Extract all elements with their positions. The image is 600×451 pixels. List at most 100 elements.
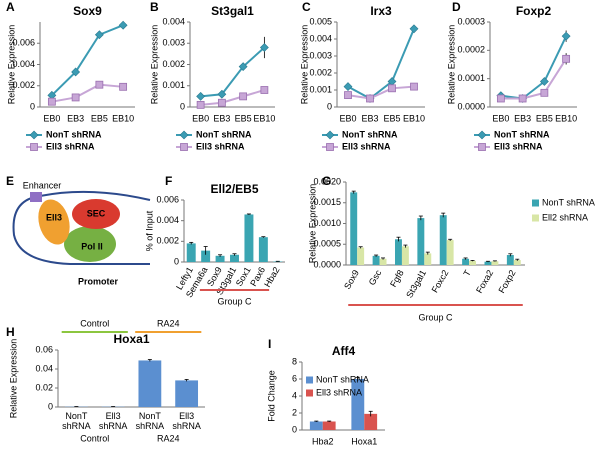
- x-tick-label: St3gal1: [404, 268, 428, 299]
- marker: [179, 130, 189, 140]
- x-tick-label: Hoxa1: [351, 436, 377, 446]
- bar: [364, 413, 378, 430]
- y-tick-label: 0.0003: [457, 16, 485, 26]
- legend-label: NonT shRNA: [316, 374, 369, 384]
- chart-title: Aff4: [332, 344, 356, 358]
- panel-letter: I: [268, 337, 271, 351]
- y-axis-label: % of Input: [144, 210, 154, 251]
- y-tick-label: 0: [180, 101, 185, 111]
- label: Ell3: [46, 212, 62, 222]
- dna: [12, 195, 150, 265]
- panel-letter: H: [6, 325, 15, 339]
- bar: [424, 253, 432, 265]
- marker: [217, 98, 226, 107]
- legend-label: NonT shRNA: [342, 129, 398, 139]
- enhancer-box: [30, 192, 42, 202]
- y-tick-label: 0.0000: [313, 259, 341, 269]
- chart-title: St3gal1: [211, 4, 254, 18]
- label: Promoter: [78, 276, 119, 286]
- y-tick-label: 2: [292, 407, 297, 417]
- y-axis-label: Relative Expression: [149, 25, 159, 105]
- y-tick-label: 0.002: [156, 236, 179, 246]
- bar: [469, 260, 476, 265]
- group-label: Group C: [217, 296, 252, 306]
- marker: [47, 97, 56, 106]
- bar: [215, 255, 225, 262]
- marker: [366, 94, 374, 103]
- marker: [118, 20, 128, 30]
- marker: [238, 62, 248, 72]
- marker: [539, 77, 549, 86]
- marker: [259, 43, 269, 52]
- bar: [379, 258, 387, 265]
- chart-title: Hoxa1: [113, 332, 149, 346]
- pol2-shape: [64, 226, 116, 262]
- marker: [326, 143, 334, 151]
- legend-label: NonT shRNA: [46, 129, 102, 139]
- legend-label: Ell2 shRNA: [542, 212, 588, 222]
- marker: [217, 89, 227, 99]
- marker: [518, 94, 527, 103]
- x-tick-label: EB0: [339, 113, 356, 123]
- bar: [513, 260, 521, 265]
- x-tick-label: EB0: [492, 113, 509, 123]
- bar: [201, 250, 211, 262]
- y-tick-label: 0.06: [35, 344, 53, 354]
- marker: [410, 82, 418, 91]
- dna: [39, 190, 151, 201]
- x-tick-label: Ell3 shRNA: [98, 411, 128, 431]
- x-tick-label: Ell3 shRNA: [172, 411, 201, 431]
- bar: [322, 421, 336, 430]
- x-tick-label: EB3: [514, 113, 531, 123]
- y-tick-label: 0.001: [309, 84, 332, 94]
- y-tick-label: 0.003: [162, 38, 185, 48]
- bar: [484, 261, 492, 265]
- x-tick-label: Foxc2: [430, 268, 451, 294]
- marker: [29, 130, 39, 140]
- legend-swatch: [532, 199, 539, 207]
- y-axis-label: Relative Expression: [307, 184, 317, 264]
- bar: [401, 246, 409, 265]
- bar: [446, 240, 454, 265]
- bar: [372, 255, 380, 265]
- label: Pol II: [81, 241, 103, 251]
- marker: [260, 86, 269, 94]
- group-label: Group C: [418, 312, 453, 322]
- bar: [506, 255, 514, 265]
- y-tick-label: 0.02: [35, 382, 53, 392]
- legend-label: Ell3 shRNA: [342, 141, 391, 151]
- x-tick-label: EB3: [67, 113, 84, 123]
- y-axis-label: Relative Expression: [6, 25, 16, 105]
- chart-title: Sox9: [73, 4, 102, 18]
- legend-label: Ell3 shRNA: [316, 387, 362, 397]
- line: [347, 85, 415, 100]
- y-tick-label: 6: [292, 373, 297, 383]
- y-tick-label: 0.001: [162, 80, 185, 90]
- group-label: RA24: [157, 433, 180, 443]
- y-tick-label: 0.0002: [457, 45, 485, 55]
- y-tick-label: 0.006: [156, 194, 179, 204]
- x-tick-label: Foxa2: [474, 268, 495, 295]
- y-axis-label: Relative Expression: [299, 25, 309, 105]
- marker: [95, 80, 104, 89]
- bar: [417, 218, 425, 265]
- marker: [540, 88, 549, 97]
- marker: [562, 54, 571, 63]
- x-tick-label: Hba2: [312, 436, 334, 446]
- bar: [351, 379, 365, 430]
- label: SEC: [87, 208, 106, 218]
- group-label: Control: [80, 433, 109, 443]
- marker: [409, 24, 419, 34]
- y-tick-label: 4: [292, 390, 297, 400]
- y-tick-label: 0.04: [35, 363, 53, 373]
- legend-label: NonT shRNA: [542, 197, 595, 207]
- y-axis-label: Fold Change: [266, 370, 276, 422]
- legend-swatch: [532, 214, 539, 222]
- y-tick-label: 0.0000: [457, 101, 485, 111]
- panel-letter: B: [150, 0, 159, 14]
- bar: [258, 237, 268, 262]
- x-tick-label: EB5: [536, 113, 553, 123]
- marker: [196, 100, 205, 109]
- panel-letter: C: [302, 0, 311, 14]
